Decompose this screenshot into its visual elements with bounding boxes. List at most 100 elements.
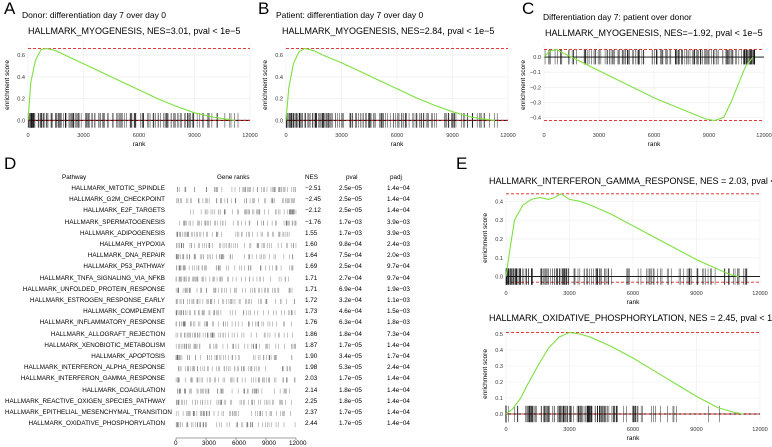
x-axis-label: rank	[391, 141, 404, 148]
x-tick-label: 0	[542, 133, 545, 139]
x-tick-label: 3000	[593, 133, 605, 139]
panel-letter-e: E	[456, 154, 468, 173]
row-padj: 1.4e−04	[387, 341, 410, 349]
row-pval: 2.5e−05	[339, 207, 362, 215]
row-nes: 1.64	[305, 252, 318, 260]
y-tick-label: 0.0	[17, 118, 25, 124]
row-pathway: HALLMARK_ADIPOGENESIS	[79, 229, 165, 237]
x-tick-label: 6000	[133, 133, 145, 139]
panel-letter-b: B	[258, 0, 270, 18]
x-tick-label: 9000	[446, 133, 458, 139]
y-tick-label: −0.3	[530, 100, 541, 106]
d-axis-tick-9000: 9000	[262, 440, 277, 447]
row-pval: 6.3e−04	[339, 319, 362, 327]
row-nes: −1.76	[305, 218, 321, 226]
row-pathway: HALLMARK_ALLOGRAFT_REJECTION	[50, 330, 165, 338]
row-pval: 1.8e−05	[339, 397, 362, 405]
row-pval: 9.8e−04	[339, 241, 362, 248]
enrichment-curve	[27, 47, 236, 121]
row-pval: 1.8e−04	[339, 330, 362, 338]
row-padj: 1.4e−04	[387, 196, 410, 204]
y-tick-label: 0.4	[17, 75, 25, 81]
row-nes: 1.60	[305, 241, 318, 248]
row-pathway: HALLMARK_MITOTIC_SPINDLE	[71, 185, 165, 192]
row-pathway: HALLMARK_SPERMATOGENESIS	[64, 218, 165, 226]
row-pathway: HALLMARK_DNA_REPAIR	[87, 252, 165, 260]
y-tick-label: 0.2	[275, 97, 283, 103]
y-axis-label: enrichment score	[262, 60, 269, 110]
y-axis-label: enrichment score	[482, 213, 489, 263]
row-padj: 1.4e−04	[387, 420, 410, 428]
enrichment-plot-c: −0.4 −0.3 −0.2 −0.1 0.0 0 3000 6000 9000 12000 ran…	[520, 42, 772, 148]
y-tick-label: 0.3	[495, 218, 503, 224]
row-pval: 2.7e−04	[339, 274, 362, 282]
enrichment-curve	[285, 47, 496, 121]
row-nes: 2.44	[305, 420, 318, 428]
y-axis-label: enrichment score	[482, 349, 489, 399]
panel-a-title: HALLMARK_MYOGENESIS, NES=3.01, pval < 1e…	[28, 26, 241, 36]
row-nes: 2.03	[305, 375, 318, 383]
row-pval: 1.8e−05	[339, 386, 362, 394]
row-pathway: HALLMARK_EPITHELIAL_MESENCHYMAL_TRANSITI…	[5, 409, 172, 416]
row-padj: 2.4e−04	[387, 364, 410, 372]
panel-letter-d: D	[4, 154, 17, 173]
row-nes: −2.12	[305, 207, 321, 215]
row-pathway: HALLMARK_COAGULATION	[82, 386, 165, 394]
y-tick-label: 0.6	[275, 53, 283, 59]
x-tick-label: 12000	[752, 291, 768, 297]
row-pval: 4.6e−04	[339, 308, 362, 316]
y-tick-label: 0.6	[17, 53, 25, 59]
row-pathway: HALLMARK_ESTROGEN_RESPONSE_EARLY	[30, 297, 165, 304]
row-nes: −2.45	[305, 196, 321, 204]
y-axis-label: enrichment score	[520, 60, 527, 110]
row-nes: 1.55	[305, 229, 318, 237]
enrichment-curve	[543, 48, 754, 122]
row-pval: 2.5e−05	[339, 196, 362, 204]
y-tick-label: 0.0	[275, 118, 283, 124]
y-tick-label: 0.0	[533, 55, 541, 61]
y-tick-label: 0.3	[495, 364, 503, 370]
row-pathway: HALLMARK_OXIDATIVE_PHOSPHORYLATION	[28, 420, 165, 428]
row-padj: 1.4e−04	[387, 185, 410, 192]
y-tick-label: 0.1	[495, 396, 503, 402]
panel-a-subtitle: Donor: differentiation day 7 over day 0	[22, 10, 166, 20]
d-axis-tick-6000: 6000	[232, 440, 247, 447]
row-pval: 1.7e−03	[339, 218, 362, 226]
row-nes: 1.72	[305, 297, 318, 304]
x-tick-label: 0	[504, 427, 507, 433]
x-tick-label: 6000	[627, 427, 639, 433]
enrichment-plot-e2: 0.0 0.1 0.2 0.3 0.4 0.5 0 3000 6000 9000 12000 rank…	[482, 326, 768, 442]
y-tick-label: 0.0	[495, 412, 503, 418]
row-pathway: HALLMARK_HYPOXIA	[99, 241, 165, 248]
x-tick-label: 9000	[188, 133, 200, 139]
row-pval: 1.7e−05	[339, 420, 362, 428]
row-padj: 1.4e−04	[387, 386, 410, 394]
panel-b-subtitle: Patient: differentiation day 7 over day …	[276, 10, 424, 20]
row-nes: 1.87	[305, 341, 318, 349]
row-nes: 1.71	[305, 274, 318, 282]
panel-letter-a: A	[4, 0, 16, 18]
y-tick-label: 0.4	[495, 199, 503, 205]
row-pathway: HALLMARK_REACTIVE_OXIGEN_SPECIES_PATHWAY	[5, 397, 166, 405]
y-axis-label: enrichment score	[4, 60, 11, 110]
row-padj: 1.5e−03	[387, 308, 410, 316]
header-pathway: Pathway	[62, 174, 87, 181]
x-tick-label: 0	[504, 291, 507, 297]
row-pathway: HALLMARK_INTERFERON_ALPHA_RESPONSE	[23, 364, 165, 372]
panel-c-title: HALLMARK_MYOGENESIS, NES=−1.92, pval < 1…	[545, 28, 763, 38]
row-pathway: HALLMARK_APOPTOSIS	[91, 353, 165, 360]
x-tick-label: 9000	[690, 291, 702, 297]
y-tick-label: 0.2	[495, 237, 503, 243]
x-tick-label: 12000	[242, 133, 258, 139]
row-pathway: HALLMARK_INFLAMMATORY_RESPONSE	[39, 319, 165, 327]
row-nes: 2.25	[305, 397, 318, 405]
row-padj: 1.7e−04	[387, 353, 410, 360]
row-pathway: HALLMARK_TNFA_SIGNALING_VIA_NFKB	[39, 274, 165, 282]
row-padj: 2.4e−03	[387, 241, 410, 248]
d-axis-tick-0: 0	[174, 440, 178, 447]
row-nes: 1.73	[305, 308, 318, 316]
y-tick-label: 0.4	[495, 348, 503, 354]
x-tick-label: 0	[26, 133, 29, 139]
row-pathway: HALLMARK_XENOBIOTIC_METABOLISM	[44, 341, 165, 349]
row-nes: 1.98	[305, 364, 318, 372]
